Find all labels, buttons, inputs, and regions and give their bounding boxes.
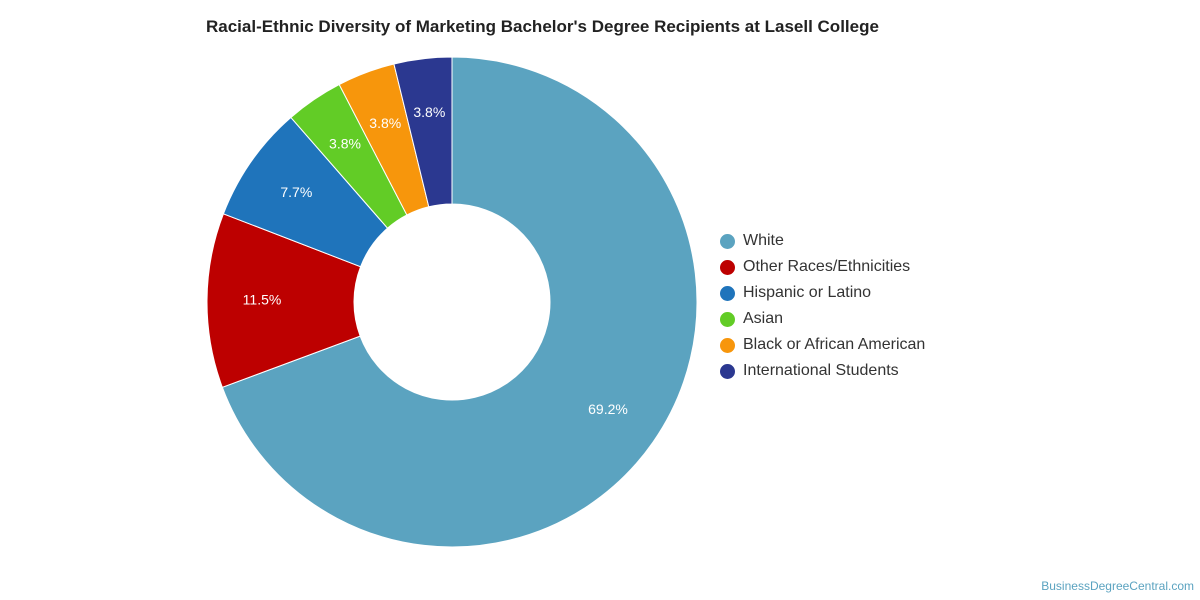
legend-swatch [720, 337, 735, 353]
legend-swatch [720, 311, 735, 327]
legend: White Other Races/Ethnicities Hispanic or … [720, 228, 925, 384]
legend-label: Other Races/Ethnicities [743, 258, 911, 275]
slice-other-races-ethnicities [206, 213, 362, 388]
slice-labels: 69.2% 11.5% 7.7% 3.8% 3.8% 3.8% [243, 104, 628, 417]
legend-item: Other Races/Ethnicities [720, 254, 925, 280]
legend-item: Hispanic or Latino [720, 280, 925, 306]
legend-label: White [743, 232, 784, 249]
slice-label: 3.8% [369, 115, 401, 131]
legend-item: Black or African American [720, 332, 925, 358]
slice-label: 11.5% [243, 292, 282, 308]
legend-label: Hispanic or Latino [743, 284, 872, 301]
legend-item: White [720, 228, 925, 254]
slice-label: 7.7% [280, 184, 312, 200]
slice-international-students [393, 56, 453, 208]
legend-swatch [720, 363, 735, 379]
chart-title: Racial-Ethnic Diversity of Marketing Bac… [206, 17, 879, 36]
legend-swatch [720, 285, 735, 301]
legend-label: International Students [743, 362, 899, 379]
slice-white [221, 56, 698, 548]
slices [206, 56, 698, 548]
legend-swatch [720, 233, 735, 249]
slice-label: 3.8% [329, 136, 361, 152]
legend-item: International Students [720, 358, 925, 384]
legend-label: Asian [743, 310, 784, 327]
legend-item: Asian [720, 306, 925, 332]
slice-label: 69.2% [588, 401, 628, 417]
legend-swatch [720, 259, 735, 275]
legend-label: Black or African American [743, 336, 926, 353]
watermark: BusinessDegreeCentral.com [1041, 579, 1194, 593]
slice-label: 3.8% [413, 104, 445, 120]
